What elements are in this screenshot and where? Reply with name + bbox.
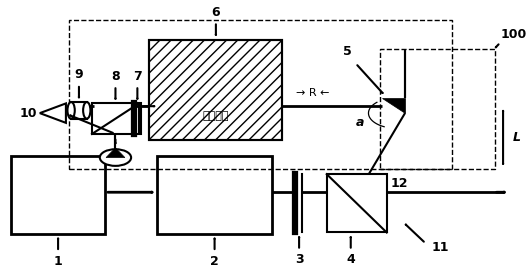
Bar [149, 40, 282, 140]
Bar [327, 174, 387, 232]
Bar [71, 102, 87, 119]
Text: 11: 11 [431, 241, 448, 254]
Text: 6: 6 [212, 6, 220, 19]
Bar [380, 49, 495, 169]
Polygon shape [106, 148, 125, 158]
Text: 100: 100 [501, 28, 527, 41]
Text: 1: 1 [54, 255, 62, 268]
Bar [69, 20, 452, 169]
Text: 4: 4 [346, 253, 355, 266]
Text: 3: 3 [295, 253, 303, 266]
Text: 10: 10 [20, 107, 37, 120]
Bar [149, 40, 282, 140]
Text: a: a [355, 116, 364, 129]
Bar [157, 156, 272, 234]
Text: → R ←: → R ← [296, 88, 329, 98]
Bar [92, 104, 139, 134]
Text: L: L [512, 131, 520, 144]
Text: 9: 9 [74, 68, 84, 81]
Text: 2: 2 [210, 255, 219, 268]
Text: 5: 5 [343, 45, 352, 57]
Ellipse shape [68, 102, 75, 119]
Text: 7: 7 [133, 69, 142, 83]
Text: 8: 8 [111, 69, 120, 83]
Ellipse shape [83, 102, 90, 119]
Bar [11, 156, 105, 234]
Polygon shape [381, 98, 405, 113]
Circle shape [100, 149, 131, 166]
Text: 12: 12 [391, 177, 409, 190]
Text: 气室单元: 气室单元 [203, 111, 229, 121]
